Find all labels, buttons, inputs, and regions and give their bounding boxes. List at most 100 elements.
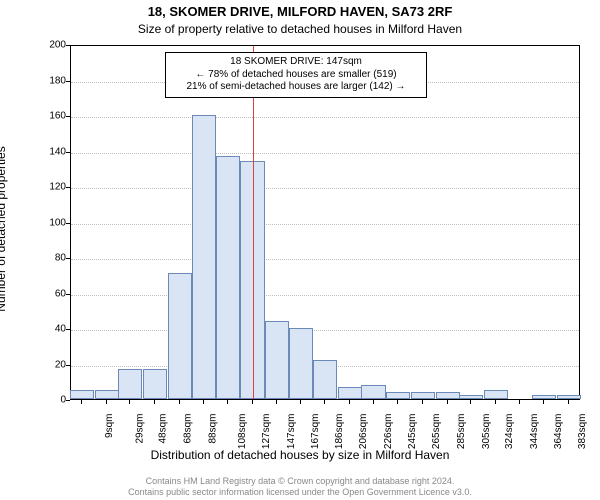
- y-tick-label: 40: [36, 324, 66, 335]
- reference-line: [253, 46, 254, 399]
- footer-line-2: Contains public sector information licen…: [0, 487, 600, 498]
- annotation-line-1: 18 SKOMER DRIVE: 147sqm: [172, 56, 420, 69]
- y-axis-label: Number of detached properties: [0, 146, 8, 311]
- x-tick-mark: [373, 400, 374, 404]
- histogram-bar: [70, 390, 94, 399]
- y-tick-mark: [66, 258, 70, 259]
- x-tick-mark: [568, 400, 569, 404]
- x-tick-label: 186sqm: [334, 414, 345, 450]
- x-tick-label: 108sqm: [237, 414, 248, 450]
- x-tick-label: 167sqm: [310, 414, 321, 450]
- histogram-bar: [168, 273, 192, 399]
- x-tick-label: 147sqm: [286, 414, 297, 450]
- grid-line: [71, 259, 579, 260]
- x-tick-mark: [324, 400, 325, 404]
- x-tick-mark: [495, 400, 496, 404]
- x-tick-label: 206sqm: [358, 414, 369, 450]
- chart-title: 18, SKOMER DRIVE, MILFORD HAVEN, SA73 2R…: [0, 4, 600, 19]
- y-tick-label: 140: [36, 146, 66, 157]
- x-tick-mark: [349, 400, 350, 404]
- y-tick-mark: [66, 365, 70, 366]
- histogram-bar: [484, 390, 508, 399]
- histogram-bar: [386, 392, 410, 399]
- plot-area: [70, 45, 580, 400]
- grid-line: [71, 224, 579, 225]
- x-tick-mark: [447, 400, 448, 404]
- x-tick-mark: [106, 400, 107, 404]
- y-tick-label: 20: [36, 359, 66, 370]
- histogram-bar: [436, 392, 460, 399]
- histogram-bar: [411, 392, 435, 399]
- x-axis-label: Distribution of detached houses by size …: [0, 448, 600, 462]
- y-tick-mark: [66, 400, 70, 401]
- y-tick-label: 200: [36, 40, 66, 51]
- x-tick-label: 324sqm: [504, 414, 515, 450]
- y-tick-mark: [66, 81, 70, 82]
- histogram-bar: [532, 395, 556, 399]
- x-tick-mark: [470, 400, 471, 404]
- histogram-bar: [289, 328, 313, 399]
- histogram-bar: [459, 395, 483, 399]
- chart-subtitle: Size of property relative to detached ho…: [0, 22, 600, 36]
- y-tick-label: 80: [36, 253, 66, 264]
- chart-footer: Contains HM Land Registry data © Crown c…: [0, 476, 600, 498]
- x-tick-mark: [397, 400, 398, 404]
- grid-line: [71, 117, 579, 118]
- histogram-bar: [361, 385, 385, 399]
- x-tick-mark: [543, 400, 544, 404]
- x-tick-mark: [252, 400, 253, 404]
- x-tick-mark: [276, 400, 277, 404]
- annotation-line-3: 21% of semi-detached houses are larger (…: [172, 81, 420, 94]
- x-tick-mark: [179, 400, 180, 404]
- x-tick-mark: [203, 400, 204, 404]
- y-tick-label: 0: [36, 395, 66, 406]
- x-tick-mark: [300, 400, 301, 404]
- x-tick-label: 226sqm: [383, 414, 394, 450]
- histogram-bar: [143, 369, 167, 399]
- histogram-bar: [95, 390, 119, 399]
- grid-line: [71, 295, 579, 296]
- y-tick-mark: [66, 152, 70, 153]
- x-tick-label: 29sqm: [134, 414, 145, 444]
- x-tick-mark: [519, 400, 520, 404]
- x-tick-label: 305sqm: [481, 414, 492, 450]
- grid-line: [71, 188, 579, 189]
- x-tick-label: 88sqm: [207, 414, 218, 444]
- annotation-line-2: ← 78% of detached houses are smaller (51…: [172, 69, 420, 82]
- histogram-bar: [192, 115, 216, 399]
- histogram-bar: [338, 387, 362, 399]
- x-tick-label: 68sqm: [182, 414, 193, 444]
- histogram-bar: [216, 156, 240, 399]
- y-tick-mark: [66, 329, 70, 330]
- y-tick-label: 60: [36, 288, 66, 299]
- x-tick-label: 364sqm: [554, 414, 565, 450]
- x-tick-label: 285sqm: [456, 414, 467, 450]
- x-tick-label: 48sqm: [158, 414, 169, 444]
- x-tick-label: 127sqm: [261, 414, 272, 450]
- x-tick-mark: [154, 400, 155, 404]
- x-tick-mark: [422, 400, 423, 404]
- histogram-bar: [313, 360, 337, 399]
- footer-line-1: Contains HM Land Registry data © Crown c…: [0, 476, 600, 487]
- chart-container: 18, SKOMER DRIVE, MILFORD HAVEN, SA73 2R…: [0, 0, 600, 500]
- histogram-bar: [265, 321, 289, 399]
- y-tick-label: 180: [36, 75, 66, 86]
- y-tick-mark: [66, 294, 70, 295]
- x-tick-label: 245sqm: [407, 414, 418, 450]
- grid-line: [71, 153, 579, 154]
- y-tick-mark: [66, 223, 70, 224]
- x-tick-label: 383sqm: [577, 414, 588, 450]
- histogram-bar: [118, 369, 142, 399]
- y-tick-mark: [66, 187, 70, 188]
- x-tick-label: 265sqm: [431, 414, 442, 450]
- x-tick-mark: [129, 400, 130, 404]
- y-tick-label: 120: [36, 182, 66, 193]
- histogram-bar: [557, 395, 581, 399]
- x-tick-label: 344sqm: [529, 414, 540, 450]
- y-tick-label: 100: [36, 217, 66, 228]
- x-tick-label: 9sqm: [104, 414, 115, 438]
- y-tick-label: 160: [36, 111, 66, 122]
- y-tick-mark: [66, 116, 70, 117]
- annotation-box: 18 SKOMER DRIVE: 147sqm ← 78% of detache…: [165, 52, 427, 98]
- x-tick-mark: [81, 400, 82, 404]
